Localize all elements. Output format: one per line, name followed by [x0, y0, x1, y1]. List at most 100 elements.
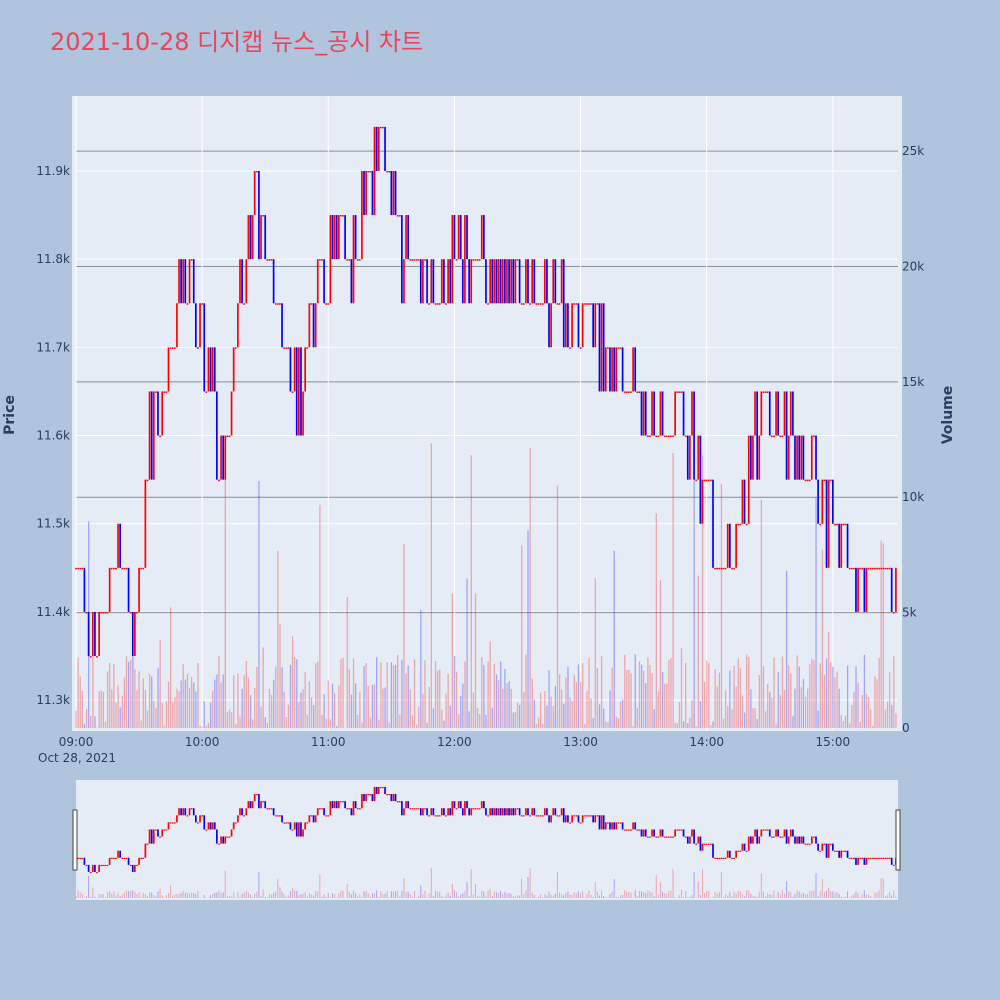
slider-price-candle — [203, 815, 206, 830]
price-candle — [440, 259, 443, 304]
price-candle — [813, 435, 815, 438]
slider-volume-bar — [649, 891, 651, 898]
slider-volume-bar — [77, 890, 79, 898]
price-candle — [798, 435, 801, 480]
slider-price-candle — [319, 808, 321, 810]
range-slider[interactable] — [76, 780, 898, 900]
slider-price-candle — [321, 808, 323, 810]
volume-bar — [161, 703, 163, 728]
slider-volume-bar — [668, 890, 670, 898]
volume-bar — [115, 702, 117, 728]
slider-price-candle — [417, 808, 420, 810]
price-candle — [480, 215, 483, 260]
slider-volume-bar — [109, 891, 111, 898]
slider-price-candle — [522, 815, 525, 817]
volume-bar — [258, 480, 260, 728]
volume-bar — [401, 660, 403, 728]
price-candle — [279, 303, 281, 305]
slider-volume-bar — [773, 890, 775, 898]
range-slider-left-handle[interactable] — [72, 809, 78, 871]
slider-volume-bar — [510, 893, 512, 898]
slider-price-candle — [607, 822, 609, 824]
slider-volume-bar — [533, 894, 535, 898]
price-candle — [825, 479, 828, 568]
price-candle — [548, 303, 550, 348]
slider-price-candle — [434, 815, 437, 817]
volume-bar — [628, 669, 630, 728]
slider-volume-bar — [691, 895, 693, 898]
volume-bar — [817, 710, 819, 728]
volume-bar — [315, 663, 317, 728]
price-candle — [802, 435, 805, 480]
slider-volume-bar — [197, 891, 199, 898]
slider-price-candle — [737, 850, 740, 852]
slider-volume-bar — [868, 894, 870, 898]
slider-price-candle — [302, 829, 304, 837]
slider-price-candle — [300, 822, 302, 837]
volume-bar — [802, 679, 805, 728]
slider-price-candle — [279, 815, 281, 817]
slider-price-candle — [461, 808, 464, 816]
slider-volume-bar — [571, 895, 573, 898]
price-candle — [867, 567, 870, 570]
volume-bar — [92, 628, 94, 728]
volume-bar — [775, 723, 777, 728]
slider-volume-bar — [434, 890, 436, 898]
slider-volume-bar — [861, 894, 863, 898]
y2-axis-title: Volume — [940, 386, 956, 445]
slider-price-candle — [369, 794, 372, 796]
slider-volume-bar — [321, 896, 323, 898]
slider-volume-bar — [123, 892, 125, 898]
slider-price-candle — [401, 801, 403, 816]
volume-bar — [195, 691, 197, 728]
price-candle — [810, 435, 813, 480]
slider-volume-bar — [611, 891, 613, 898]
slider-price-candle — [495, 808, 498, 816]
slider-price-candle — [815, 836, 817, 844]
price-candle — [495, 259, 498, 304]
price-candle — [243, 303, 246, 305]
price-candle — [100, 611, 103, 614]
price-candle — [117, 523, 119, 568]
price-candle — [674, 391, 676, 436]
volume-bar — [554, 685, 557, 728]
slider-price-candle — [255, 794, 258, 796]
price-candle — [699, 435, 702, 524]
slider-price-candle — [173, 822, 176, 824]
range-slider-price — [75, 786, 897, 874]
slider-price-candle — [644, 829, 647, 837]
slider-price-candle — [762, 829, 765, 831]
slider-volume-bar — [340, 890, 342, 898]
range-slider-volume — [75, 867, 897, 898]
slider-price-candle — [642, 829, 645, 837]
slider-price-candle — [283, 822, 285, 824]
slider-price-candle — [182, 808, 185, 816]
slider-price-candle — [859, 857, 861, 859]
volume-bar — [283, 692, 285, 728]
time-tick-label: 15:00 — [816, 735, 851, 749]
range-slider-right-handle[interactable] — [895, 809, 901, 871]
time-tick-label: 10:00 — [185, 735, 220, 749]
volume-bar — [685, 663, 687, 728]
slider-price-candle — [77, 857, 79, 859]
volume-bar — [199, 725, 201, 728]
price-candle — [564, 303, 567, 348]
slider-volume-bar — [697, 881, 699, 898]
slider-volume-bar — [300, 894, 302, 898]
slider-volume-bar — [401, 890, 403, 898]
volume-bar — [329, 719, 332, 728]
time-tick-label: 13:00 — [563, 735, 598, 749]
slider-price-candle — [575, 815, 578, 817]
slider-price-candle — [419, 808, 422, 816]
price-candle — [451, 215, 454, 304]
slider-volume-bar — [487, 890, 489, 898]
slider-volume-bar — [98, 894, 100, 898]
price-candle — [230, 391, 233, 436]
slider-price-candle — [340, 801, 342, 803]
slider-volume-bar — [790, 892, 792, 898]
slider-volume-bar — [559, 892, 561, 898]
chart-title: 2021-10-28 디지캡 뉴스_공시 차트 — [50, 28, 423, 56]
slider-price-candle — [470, 808, 473, 816]
slider-volume-bar — [315, 891, 317, 898]
main-plot-area[interactable] — [72, 96, 902, 731]
